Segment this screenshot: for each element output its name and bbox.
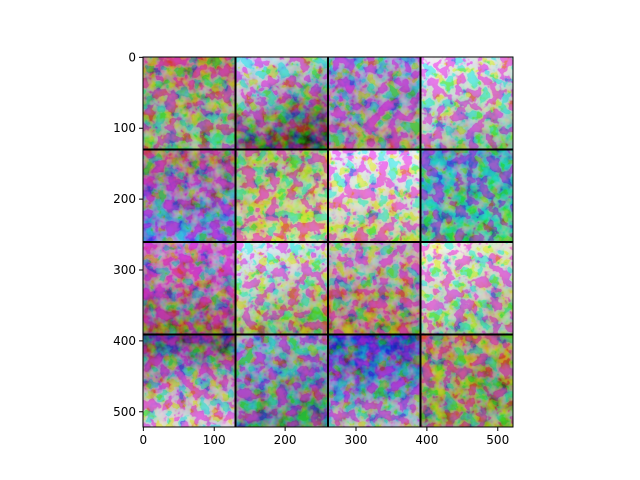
x-tick-label: 400 xyxy=(415,433,438,447)
y-tick-label: 100 xyxy=(113,121,136,135)
x-tick-label: 100 xyxy=(203,433,226,447)
y-tick-label: 200 xyxy=(113,192,136,206)
y-tick-label: 300 xyxy=(113,263,136,277)
x-tick-label: 200 xyxy=(274,433,297,447)
x-tick-label: 0 xyxy=(140,433,148,447)
x-tick-label: 300 xyxy=(345,433,368,447)
image xyxy=(143,57,513,427)
y-tick-label: 500 xyxy=(113,405,136,419)
axes-frame xyxy=(142,56,514,428)
y-tick-label: 0 xyxy=(128,50,136,64)
x-tick-label: 500 xyxy=(486,433,509,447)
y-tick-label: 400 xyxy=(113,334,136,348)
